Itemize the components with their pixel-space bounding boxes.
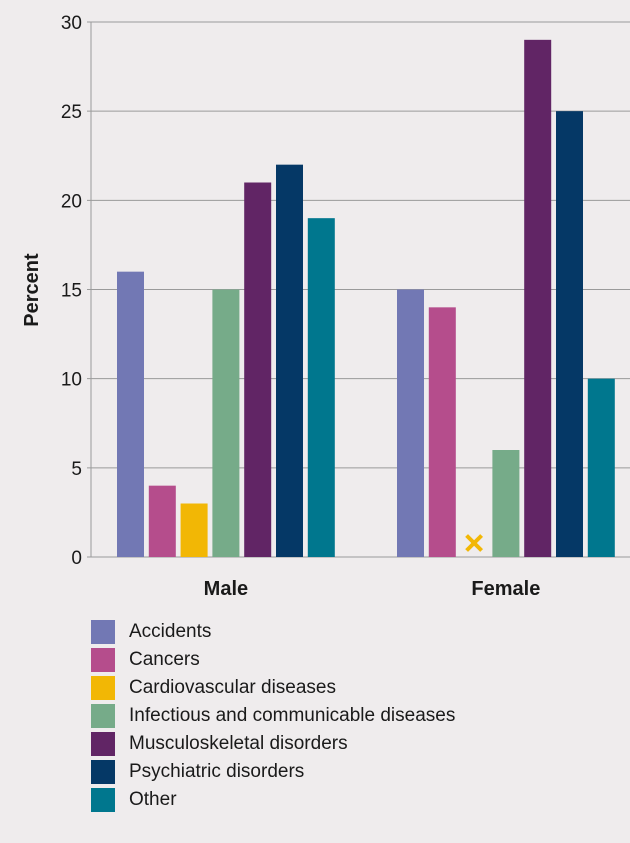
bar — [148, 485, 176, 557]
y-tick-label: 0 — [71, 548, 82, 569]
y-tick-label: 30 — [61, 13, 82, 34]
bar — [492, 450, 520, 557]
legend-swatch — [91, 732, 115, 756]
legend-item: Other — [91, 786, 455, 814]
x-axis-categories: Male Female — [204, 578, 541, 600]
legend-item: Musculoskeletal disorders — [91, 730, 455, 758]
bar — [587, 378, 615, 557]
y-axis-title: Percent — [21, 253, 43, 327]
legend-label: Accidents — [129, 621, 212, 642]
legend-item: Cardiovascular diseases — [91, 674, 455, 702]
bar — [307, 218, 335, 557]
legend-item: Infectious and communicable diseases — [91, 702, 455, 730]
legend-swatch — [91, 648, 115, 672]
legend-label: Other — [129, 789, 177, 810]
bar — [276, 164, 303, 557]
bar — [524, 39, 552, 558]
bar — [397, 289, 424, 557]
legend-swatch — [91, 620, 115, 644]
legend-swatch — [91, 788, 115, 812]
legend-label: Infectious and communicable diseases — [129, 705, 456, 726]
bar — [117, 271, 144, 557]
x-category-label: Female — [471, 578, 540, 600]
bar — [244, 182, 272, 557]
x-category-label: Male — [204, 578, 248, 600]
legend-label: Psychiatric disorders — [129, 761, 305, 782]
missing-value-x-marker — [465, 534, 484, 552]
legend-swatch — [91, 760, 115, 784]
bar — [180, 503, 208, 557]
bar-chart: 0 5 10 15 20 25 30 Male Female Percent — [21, 13, 630, 600]
legend-swatch — [91, 676, 115, 700]
legend-label: Cancers — [129, 649, 200, 670]
grid-lines — [87, 21, 630, 558]
y-tick-label: 10 — [61, 370, 82, 391]
y-axis-ticks: 0 5 10 15 20 25 30 — [61, 13, 82, 569]
bar — [556, 111, 583, 558]
legend-item: Cancers — [91, 646, 455, 674]
y-tick-label: 20 — [61, 191, 82, 212]
legend-label: Cardiovascular diseases — [129, 677, 336, 698]
y-tick-label: 15 — [61, 281, 82, 302]
y-tick-label: 25 — [61, 102, 82, 123]
legend-item: Psychiatric disorders — [91, 758, 455, 786]
bar — [428, 307, 456, 557]
missing-markers — [465, 534, 484, 552]
y-tick-label: 5 — [71, 459, 82, 480]
bars — [117, 39, 615, 558]
legend: Accidents Cancers Cardiovascular diseases I… — [91, 618, 455, 814]
bar — [212, 289, 240, 557]
legend-label: Musculoskeletal disorders — [129, 733, 348, 754]
legend-swatch — [91, 704, 115, 728]
legend-item: Accidents — [91, 618, 455, 646]
